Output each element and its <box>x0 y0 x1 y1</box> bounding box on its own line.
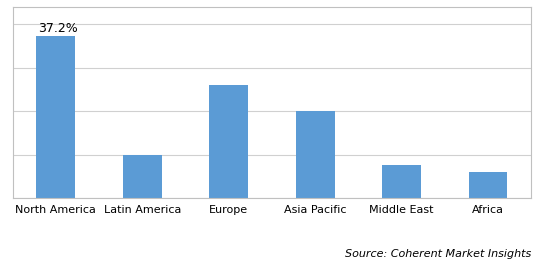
Text: 37.2%: 37.2% <box>38 22 78 35</box>
Text: Source: Coherent Market Insights: Source: Coherent Market Insights <box>345 249 531 259</box>
Bar <box>296 111 335 198</box>
Bar <box>382 165 421 198</box>
Bar <box>209 85 248 198</box>
Bar <box>123 154 162 198</box>
Bar <box>469 172 507 198</box>
Bar <box>37 36 75 198</box>
